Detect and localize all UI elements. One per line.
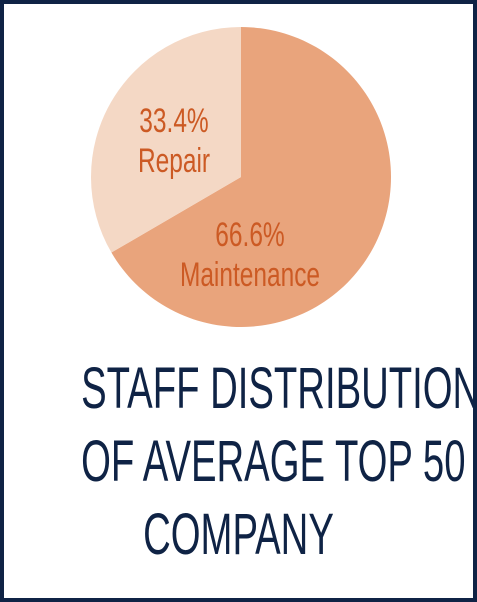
pie-slice-maintenance: [111, 27, 391, 327]
slice-value-label-repair: 33.4%: [139, 102, 208, 140]
title-line-2: OF AVERAGE TOP 50: [81, 429, 466, 494]
pie-slice-repair: [90, 27, 241, 253]
title-line-3: COMPANY: [143, 502, 334, 567]
slice-name-label-repair: Repair: [138, 142, 210, 180]
pie-chart: 66.6% Maintenance 33.4% Repair: [90, 27, 391, 327]
slice-value-label-maintenance: 66.6%: [215, 216, 284, 254]
chart-title: STAFF DISTRIBUTION OF AVERAGE TOP 50 COM…: [0, 352, 477, 571]
slice-name-label-maintenance: Maintenance: [180, 256, 320, 294]
title-line-1: STAFF DISTRIBUTION: [81, 356, 477, 421]
